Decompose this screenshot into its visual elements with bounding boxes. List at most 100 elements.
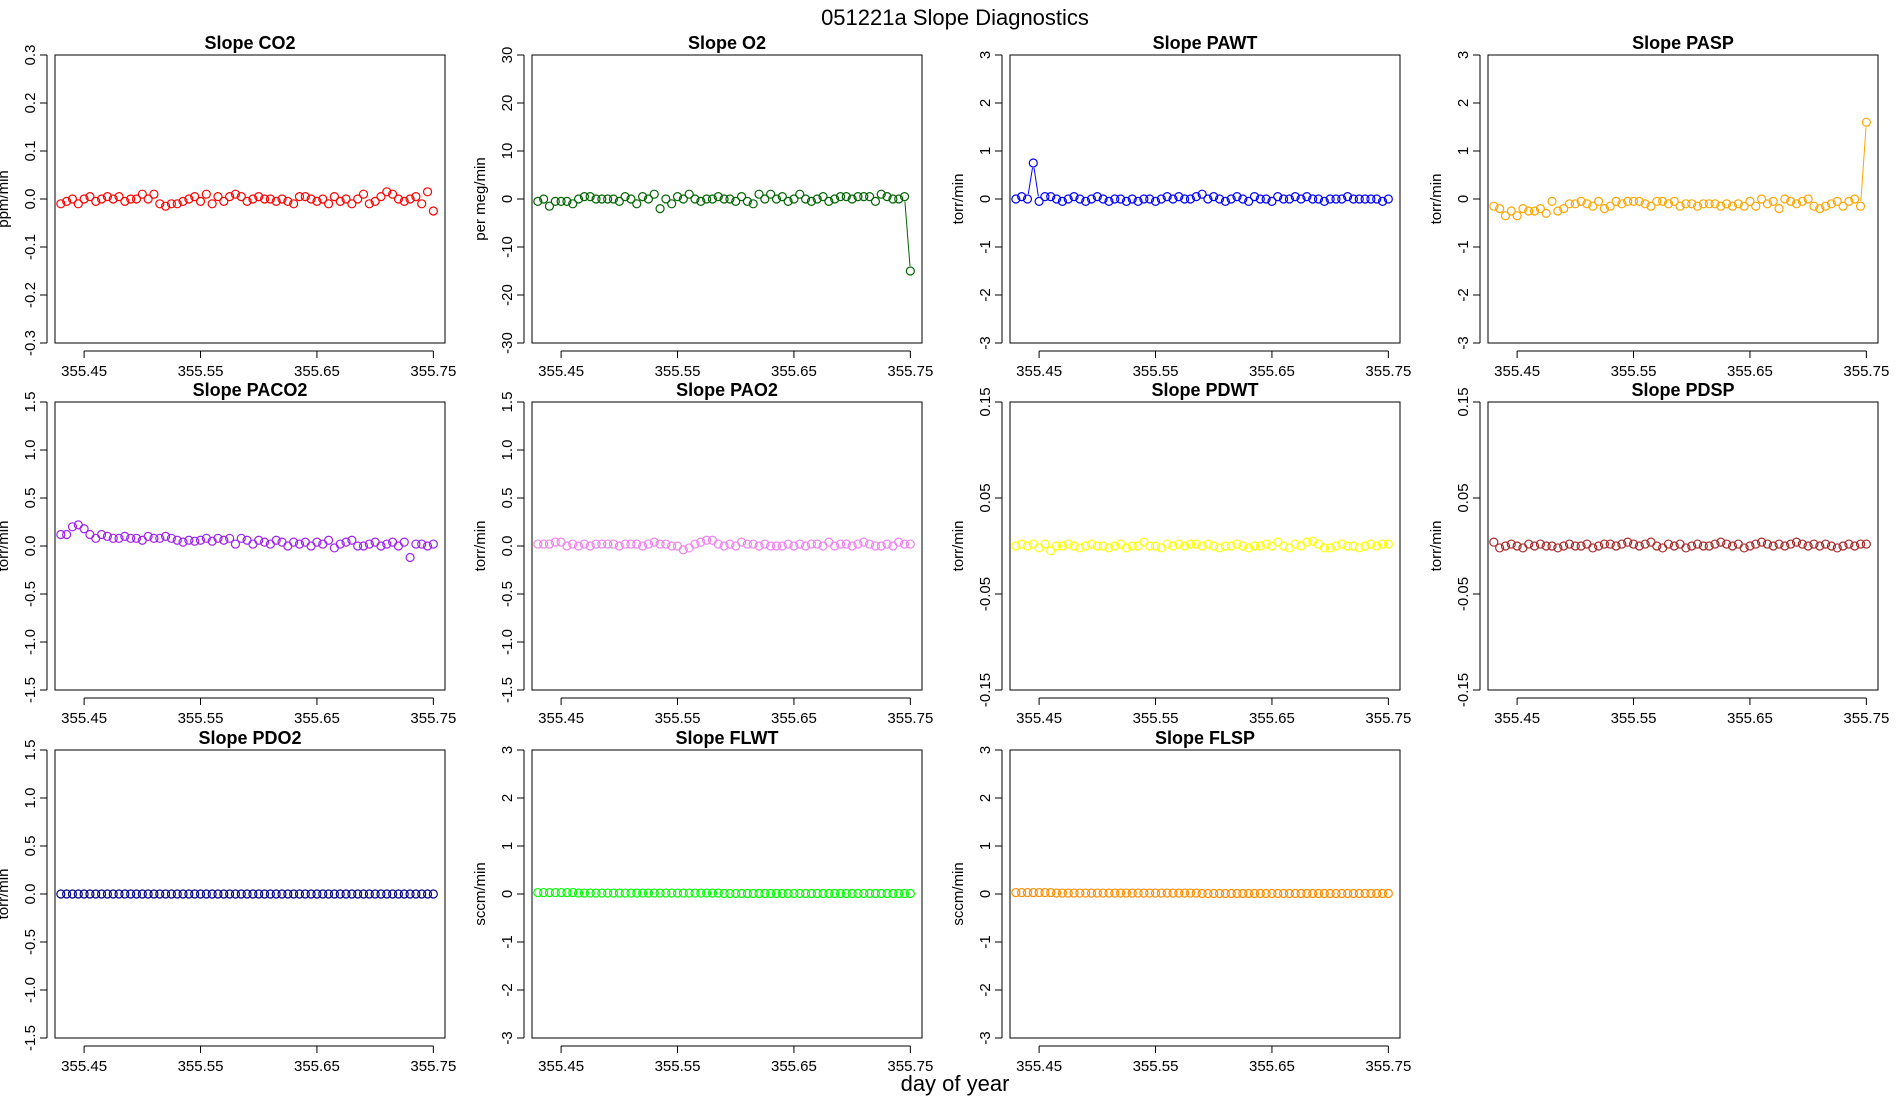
y-axis-label: torr/min — [1428, 521, 1445, 572]
data-point — [219, 889, 229, 899]
data-point — [1535, 204, 1545, 214]
data-point — [248, 889, 258, 899]
data-point — [731, 888, 741, 899]
data-point — [853, 888, 863, 899]
x-tick-label: 355.75 — [410, 363, 456, 380]
data-point — [195, 196, 206, 206]
data-point — [1547, 541, 1557, 551]
data-point — [96, 889, 107, 899]
data-point — [335, 196, 345, 206]
data-point — [1343, 541, 1353, 551]
x-tick-label: 355.55 — [1611, 710, 1657, 727]
data-point — [1652, 196, 1662, 206]
data-point — [1063, 194, 1073, 204]
data-point — [166, 889, 177, 899]
x-tick-label: 355.75 — [1843, 363, 1889, 380]
data-point — [1308, 194, 1318, 204]
data-point — [754, 541, 764, 551]
data-point — [1244, 543, 1254, 553]
data-point — [1623, 196, 1633, 206]
data-point — [102, 192, 112, 202]
data-point — [201, 189, 211, 199]
data-point — [1156, 194, 1166, 204]
data-point — [300, 889, 310, 899]
data-point — [225, 192, 235, 202]
data-point — [568, 887, 578, 898]
data-point — [1704, 541, 1714, 551]
data-point — [1524, 539, 1534, 549]
chart-title: Slope PACO2 — [193, 380, 308, 400]
data-point — [91, 889, 101, 899]
data-point — [149, 533, 159, 543]
data-point — [539, 194, 549, 204]
data-point — [544, 539, 555, 549]
data-point — [120, 531, 130, 542]
data-point — [1826, 199, 1837, 209]
data-point — [1354, 194, 1364, 204]
data-point — [603, 194, 613, 204]
x-tick-label: 355.65 — [771, 363, 817, 380]
data-point — [1191, 192, 1201, 202]
data-point — [149, 889, 159, 899]
x-tick-label: 355.75 — [887, 1058, 933, 1075]
data-point — [1377, 196, 1388, 206]
data-point — [155, 533, 165, 543]
data-point — [1844, 196, 1854, 206]
data-point — [1308, 888, 1318, 899]
data-point — [649, 537, 659, 547]
data-point — [347, 535, 357, 545]
data-point — [1244, 196, 1254, 206]
data-point — [1011, 194, 1021, 204]
y-tick-label: 3 — [977, 51, 994, 59]
data-point — [1756, 537, 1767, 547]
data-point — [207, 889, 217, 899]
data-point — [1855, 201, 1866, 211]
data-point — [725, 194, 735, 204]
data-point — [562, 887, 572, 898]
data-point — [690, 539, 700, 549]
y-tick-label: -2 — [1455, 288, 1472, 301]
data-point — [754, 189, 764, 199]
data-point — [1261, 194, 1271, 204]
data-point — [742, 539, 752, 549]
data-point — [1844, 539, 1854, 549]
data-point — [67, 889, 78, 899]
data-point — [1663, 199, 1674, 209]
data-point — [114, 192, 124, 202]
x-tick-label: 355.45 — [538, 363, 584, 380]
data-point — [1815, 204, 1825, 214]
data-point — [1063, 888, 1073, 898]
data-point — [1249, 888, 1260, 899]
data-point — [1110, 194, 1120, 204]
data-point — [143, 889, 153, 899]
x-tick-label: 355.75 — [887, 710, 933, 727]
data-point — [67, 194, 78, 204]
data-point — [1377, 539, 1388, 549]
data-point — [661, 194, 671, 204]
data-point — [1081, 888, 1091, 898]
data-point — [696, 888, 706, 898]
data-point — [655, 204, 665, 214]
data-point — [155, 889, 165, 899]
data-point — [550, 887, 560, 898]
y-tick-label: 0.0 — [22, 536, 39, 557]
data-point — [777, 888, 787, 899]
chart-title: Slope CO2 — [204, 33, 295, 53]
data-point — [289, 537, 299, 547]
data-point — [1232, 192, 1242, 202]
data-point — [1127, 888, 1137, 898]
data-point — [1687, 541, 1697, 551]
data-point — [1640, 539, 1650, 549]
data-point — [597, 888, 607, 898]
data-point — [1512, 211, 1522, 221]
data-point — [137, 189, 147, 199]
data-point — [882, 192, 892, 202]
data-point — [643, 194, 654, 204]
data-point — [120, 196, 130, 206]
data-point — [766, 541, 776, 551]
series-connector — [1027, 167, 1033, 195]
data-point — [806, 888, 817, 899]
data-point — [760, 194, 770, 204]
data-point — [573, 541, 584, 551]
data-point — [736, 888, 747, 899]
